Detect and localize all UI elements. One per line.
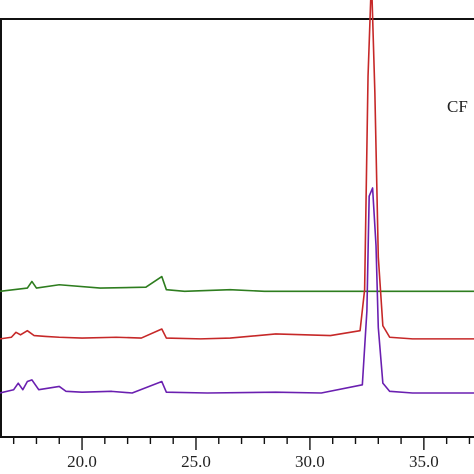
x-tick-label: 20.0 [67, 452, 97, 471]
x-tick-label: 25.0 [181, 452, 211, 471]
series-line-2 [0, 0, 474, 340]
plot-frame [0, 18, 474, 438]
annotation-label: CF [447, 97, 468, 116]
annotations: CF [447, 97, 468, 116]
x-tick-labels: 20.0 25.0 30.0 35.0 [67, 452, 439, 471]
series-line-1 [0, 275, 474, 293]
series-layer [0, 0, 474, 394]
x-ticks [12, 437, 471, 450]
x-tick-label: 30.0 [295, 452, 325, 471]
x-tick-label: 35.0 [409, 452, 439, 471]
series-line-3 [0, 187, 474, 394]
